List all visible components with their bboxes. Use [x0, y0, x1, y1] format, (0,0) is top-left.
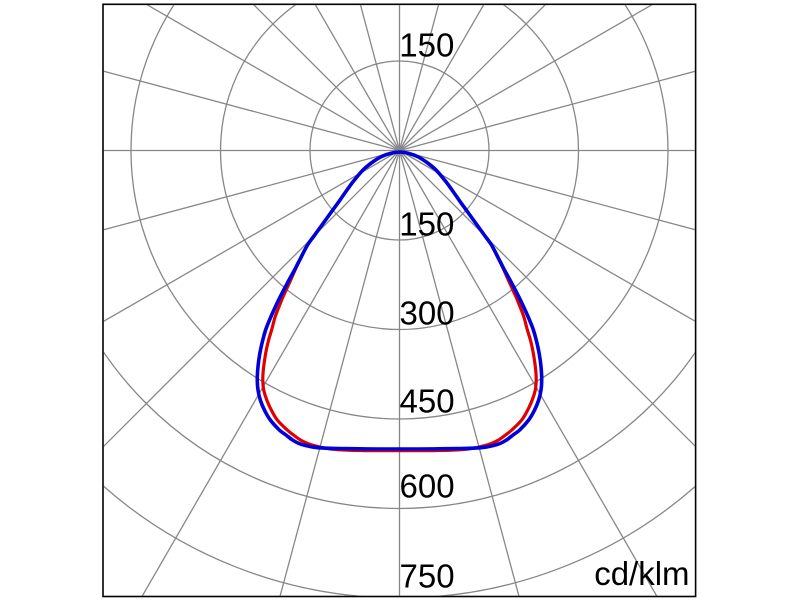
svg-text:150: 150 — [399, 206, 454, 243]
svg-text:750: 750 — [400, 558, 455, 595]
svg-text:450: 450 — [400, 383, 455, 420]
svg-text:150: 150 — [399, 27, 454, 64]
svg-text:600: 600 — [400, 468, 455, 505]
svg-text:300: 300 — [400, 295, 455, 332]
svg-text:cd/klm: cd/klm — [594, 555, 689, 592]
